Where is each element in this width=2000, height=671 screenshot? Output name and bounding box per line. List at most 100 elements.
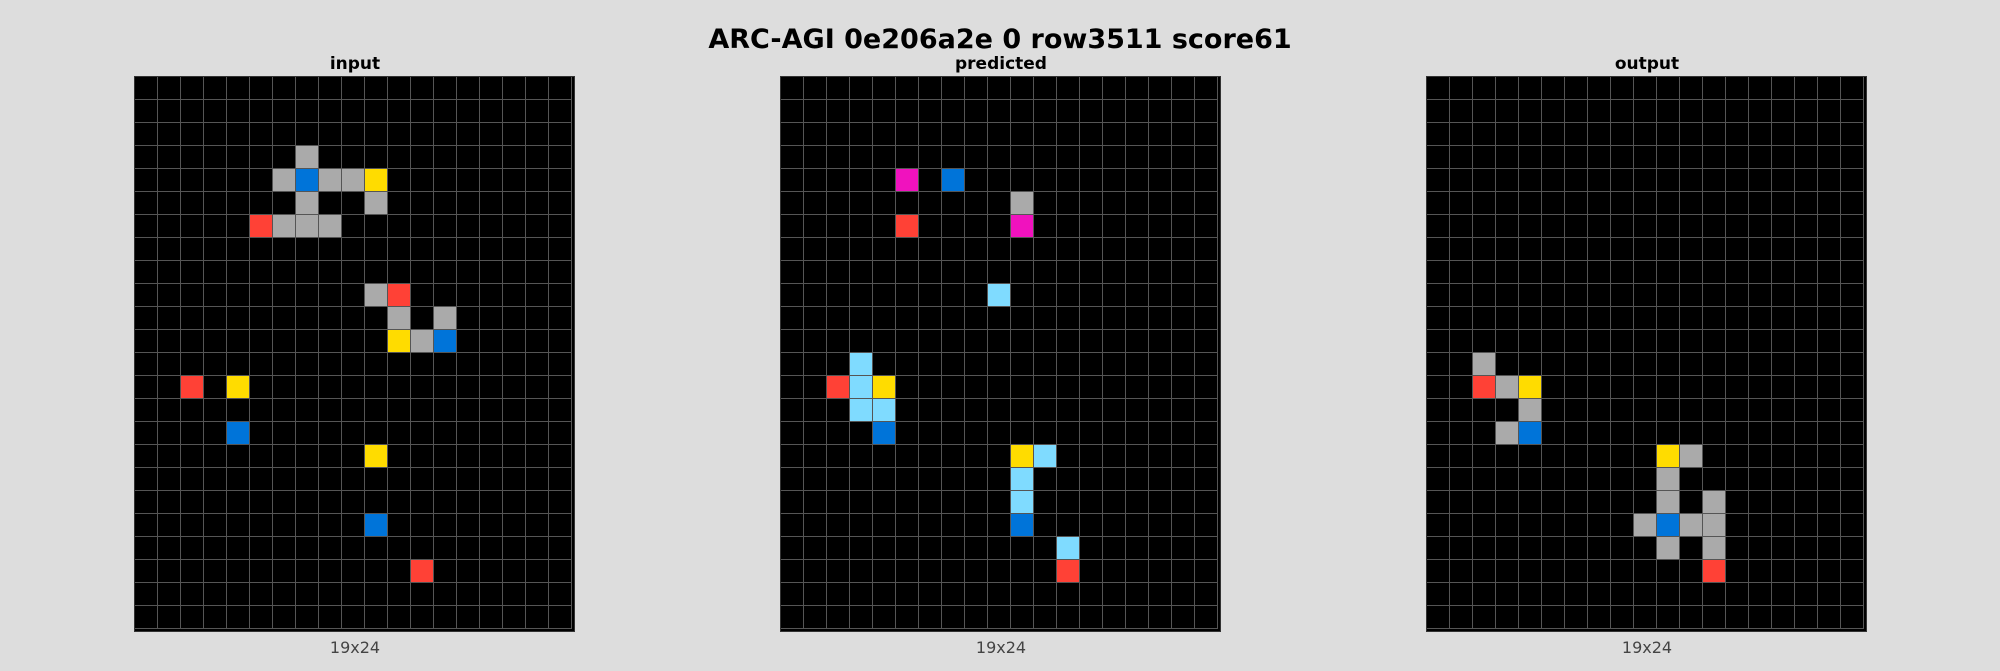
grid-cell — [388, 491, 411, 514]
grid-cell — [1473, 123, 1496, 146]
grid-cell — [1103, 445, 1126, 468]
grid-cell — [896, 445, 919, 468]
grid-cell — [1080, 192, 1103, 215]
grid-cell — [250, 146, 273, 169]
grid-cell — [1080, 399, 1103, 422]
grid-cell — [1080, 537, 1103, 560]
grid-cell — [1542, 238, 1565, 261]
grid-cell — [919, 77, 942, 100]
grid-cell — [1680, 146, 1703, 169]
grid-cell — [1427, 445, 1450, 468]
grid-cell — [1519, 100, 1542, 123]
grid-cell — [204, 537, 227, 560]
grid-cell — [1080, 77, 1103, 100]
grid-cell — [919, 261, 942, 284]
grid-cell — [503, 284, 526, 307]
grid-cell — [296, 353, 319, 376]
grid-cell — [388, 353, 411, 376]
grid-cell — [1195, 560, 1218, 583]
grid-cell — [1126, 606, 1149, 629]
grid-cell — [919, 284, 942, 307]
grid-cell — [965, 491, 988, 514]
grid-cell — [1034, 77, 1057, 100]
grid-cell — [411, 514, 434, 537]
grid-cell — [158, 146, 181, 169]
grid-cell — [273, 376, 296, 399]
grid-dimensions-predicted: 19x24 — [975, 638, 1027, 657]
grid-cell — [1749, 215, 1772, 238]
grid-cell — [1588, 215, 1611, 238]
grid-cell — [1726, 422, 1749, 445]
grid-cell — [1565, 560, 1588, 583]
grid-cell — [1841, 192, 1864, 215]
grid-cell — [250, 330, 273, 353]
grid-cell — [365, 468, 388, 491]
grid-cell — [1565, 468, 1588, 491]
grid-cell — [850, 215, 873, 238]
grid-cell — [804, 146, 827, 169]
grid-cell — [804, 238, 827, 261]
grid-cell — [1149, 307, 1172, 330]
grid-cell — [273, 399, 296, 422]
grid-cell — [873, 77, 896, 100]
grid-cell — [227, 307, 250, 330]
grid-cell — [273, 537, 296, 560]
grid-cell — [549, 445, 572, 468]
grid-cell — [804, 537, 827, 560]
grid-cell — [273, 514, 296, 537]
grid-cell — [919, 583, 942, 606]
grid-cell — [1057, 123, 1080, 146]
grid-cell — [158, 468, 181, 491]
grid-cell — [227, 422, 250, 445]
grid-cell — [1126, 514, 1149, 537]
grid-cell — [1034, 261, 1057, 284]
grid-cell — [549, 261, 572, 284]
grid-cell — [1519, 238, 1542, 261]
grid-cell — [388, 560, 411, 583]
grid-cell — [1103, 261, 1126, 284]
grid-cell — [549, 146, 572, 169]
grid-cell — [1588, 192, 1611, 215]
grid-cell — [1450, 606, 1473, 629]
grid-cell — [1126, 146, 1149, 169]
grid-cell — [1680, 399, 1703, 422]
grid-cell — [204, 560, 227, 583]
grid-output — [1426, 76, 1867, 632]
grid-cell — [781, 560, 804, 583]
grid-cell — [1126, 215, 1149, 238]
grid-cell — [1680, 261, 1703, 284]
grid-cell — [1172, 422, 1195, 445]
grid-cell — [1841, 606, 1864, 629]
grid-cell — [1450, 307, 1473, 330]
grid-cell — [827, 261, 850, 284]
grid-cell — [1450, 445, 1473, 468]
grid-cell — [1565, 514, 1588, 537]
grid-cell — [365, 307, 388, 330]
grid-cell — [873, 146, 896, 169]
grid-cell — [1011, 146, 1034, 169]
grid-cell — [827, 123, 850, 146]
grid-cell — [1680, 514, 1703, 537]
grid-cell — [1172, 307, 1195, 330]
grid-cell — [1034, 307, 1057, 330]
grid-cell — [988, 376, 1011, 399]
grid-cell — [919, 238, 942, 261]
grid-cell — [181, 537, 204, 560]
grid-cell — [873, 192, 896, 215]
grid-cell — [1450, 123, 1473, 146]
grid-cell — [388, 215, 411, 238]
grid-cell — [296, 146, 319, 169]
grid-cell — [1657, 261, 1680, 284]
grid-cell — [503, 491, 526, 514]
grid-cell — [1749, 100, 1772, 123]
grid-cell — [365, 491, 388, 514]
grid-cell — [227, 376, 250, 399]
grid-cell — [388, 422, 411, 445]
grid-cell — [480, 376, 503, 399]
grid-cell — [965, 583, 988, 606]
grid-cell — [896, 399, 919, 422]
grid-cell — [1034, 514, 1057, 537]
grid-cell — [296, 169, 319, 192]
grid-cell — [1473, 330, 1496, 353]
grid-cell — [1726, 238, 1749, 261]
